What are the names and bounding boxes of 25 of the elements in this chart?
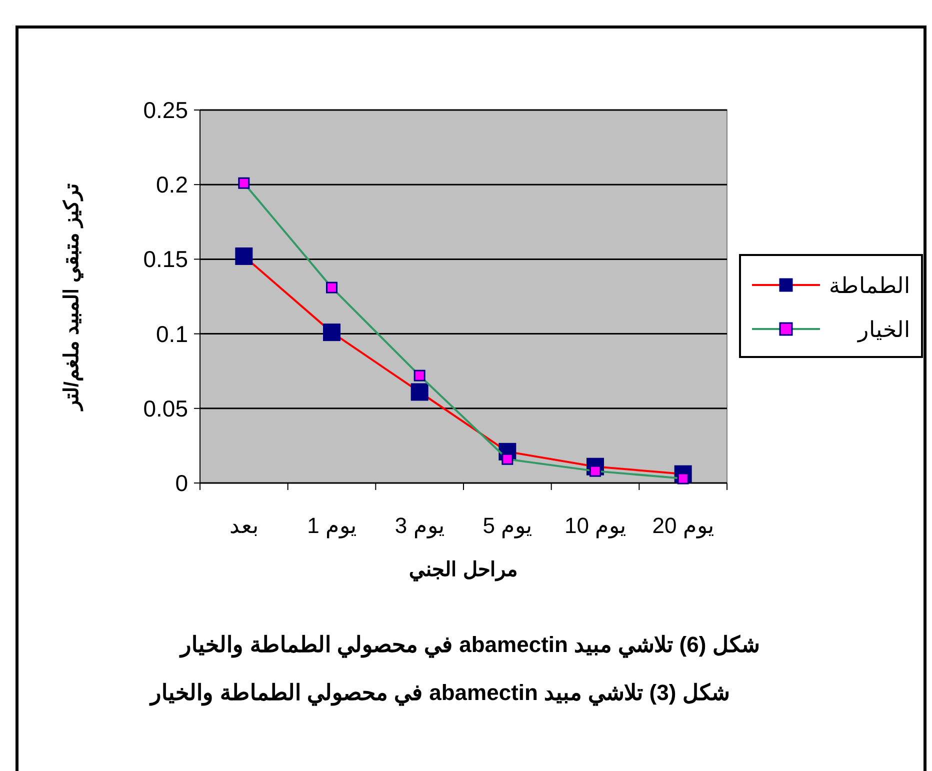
- text: شكل (3) تلاشي مبيد abamectin في محصولي الطماطة والخيار: [148, 680, 730, 706]
- y-tick-label: 0.15: [143, 246, 188, 272]
- y-tick-label: 0.25: [143, 97, 188, 123]
- point: [414, 370, 426, 382]
- legend-label: الطماطة: [829, 273, 910, 298]
- legend-label: الخيار: [857, 317, 910, 343]
- x-tick-label: 10 يوم: [564, 513, 626, 539]
- point: [238, 177, 250, 189]
- y-tick-label: 0: [175, 470, 188, 496]
- y-tick-label: 0.1: [156, 320, 188, 347]
- x-tick-label: 5 يوم: [482, 513, 532, 539]
- point: [502, 453, 514, 465]
- point: [323, 324, 340, 342]
- text: شكل (6) تلاشي مبيد abamectin في محصولي الطماطة والخيار: [178, 632, 760, 658]
- x-tick-label: 1 يوم: [307, 513, 356, 539]
- point: [410, 383, 428, 401]
- x-tick-label: 3 يوم: [394, 513, 444, 539]
- x-axis-title: مراحل الجني: [409, 559, 518, 582]
- y-axis-title: تركيز متبقي المبيد ملغم/لتر: [61, 182, 84, 412]
- x-tick-label: بعد: [229, 513, 258, 538]
- x-tick-label: 20 يوم: [652, 513, 714, 539]
- point: [326, 282, 338, 294]
- y-tick-label: 0.05: [143, 395, 188, 422]
- y-tick-label: 0.2: [156, 172, 188, 198]
- point: [235, 247, 253, 265]
